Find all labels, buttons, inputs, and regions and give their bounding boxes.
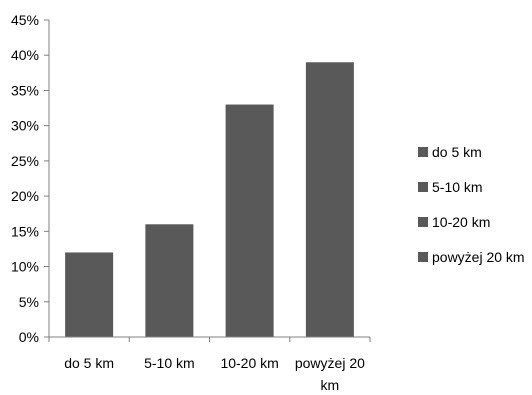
x-tick-label: do 5 km xyxy=(64,355,114,371)
y-tick-label: 45% xyxy=(11,12,39,28)
legend: do 5 km 5-10 km 10-20 km powyżej 20 km xyxy=(418,144,525,265)
y-tick-label: 35% xyxy=(11,82,39,98)
y-tick-label: 0% xyxy=(19,329,39,345)
legend-label: powyżej 20 km xyxy=(432,249,525,265)
y-tick-label: 10% xyxy=(11,259,39,275)
bars xyxy=(65,62,354,338)
x-tick-label: 10-20 km xyxy=(220,355,278,371)
legend-label: 10-20 km xyxy=(432,214,490,230)
y-tick-label: 30% xyxy=(11,118,39,134)
x-tick-label: powyżej 20 xyxy=(295,355,365,371)
legend-swatch xyxy=(418,252,428,262)
x-axis: do 5 km 5-10 km 10-20 km powyżej 20 km xyxy=(48,336,371,393)
x-tick-label: km xyxy=(321,377,340,393)
legend-swatch xyxy=(418,217,428,227)
y-axis: 0% 5% 10% 15% 20% 25% 30% 35% 40% 45% xyxy=(11,12,50,345)
y-tick-label: 20% xyxy=(11,188,39,204)
bar xyxy=(145,224,194,337)
y-tick-label: 5% xyxy=(19,294,39,310)
y-tick-label: 15% xyxy=(11,223,39,239)
x-tick-label: 5-10 km xyxy=(144,355,195,371)
bar xyxy=(305,62,354,338)
y-tick-label: 25% xyxy=(11,153,39,169)
legend-label: 5-10 km xyxy=(432,179,483,195)
legend-swatch xyxy=(418,147,428,157)
y-tick-label: 40% xyxy=(11,47,39,63)
bar xyxy=(65,252,114,337)
legend-swatch xyxy=(418,182,428,192)
bar xyxy=(225,104,274,338)
legend-label: do 5 km xyxy=(432,144,482,160)
